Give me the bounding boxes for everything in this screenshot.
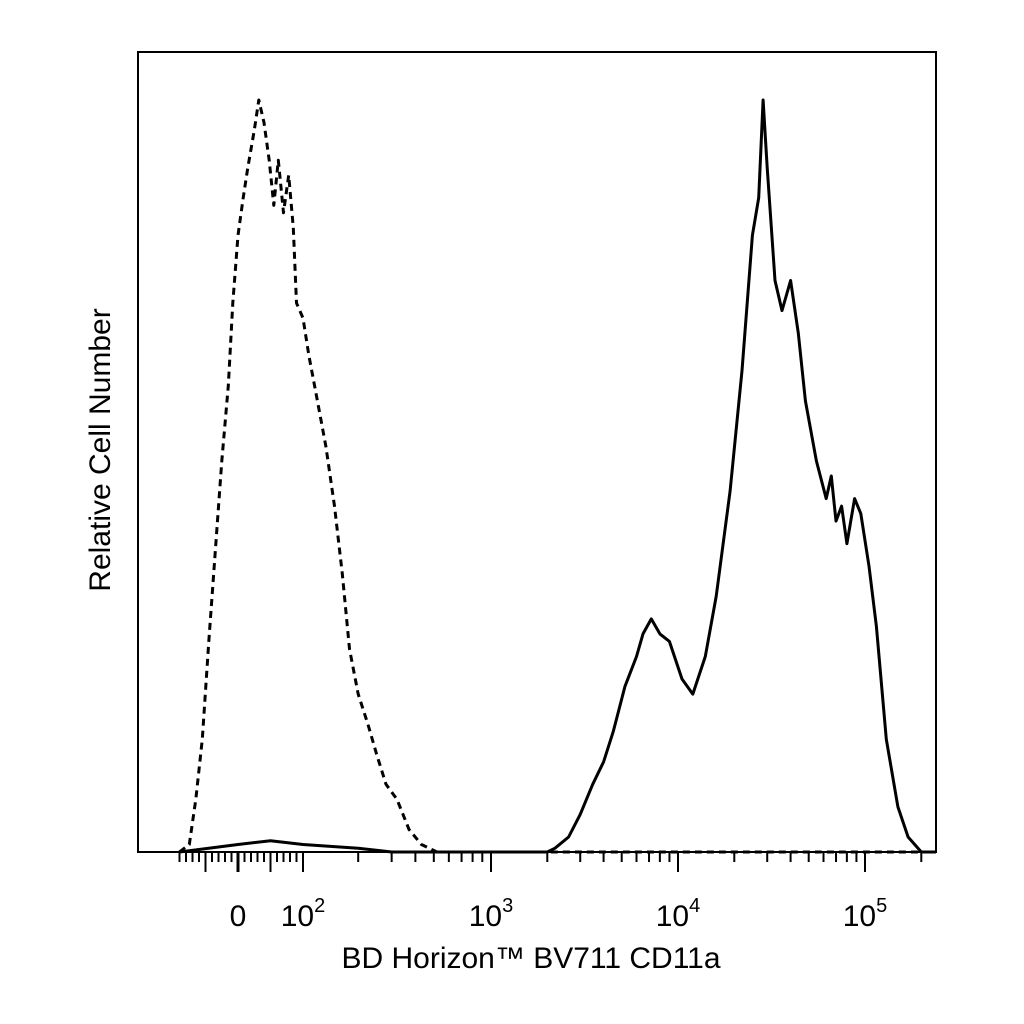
x-tick-label: 104 bbox=[656, 895, 701, 933]
x-axis-tick-labels: 0 102 103 104 105 bbox=[230, 895, 888, 933]
cd11a-stained-line bbox=[179, 98, 936, 854]
x-axis-label: BD Horizon™ BV711 CD11a bbox=[341, 942, 720, 975]
plot-frame bbox=[137, 51, 937, 853]
histogram-series bbox=[178, 98, 936, 854]
isotype-control-line bbox=[178, 98, 936, 854]
x-tick-label: 103 bbox=[469, 895, 514, 933]
x-tick-label: 102 bbox=[281, 895, 326, 933]
x-tick-label: 0 bbox=[230, 900, 247, 933]
x-tick-label: 105 bbox=[843, 895, 888, 933]
x-axis-ticks bbox=[178, 852, 923, 872]
y-axis-label: Relative Cell Number bbox=[84, 308, 117, 591]
